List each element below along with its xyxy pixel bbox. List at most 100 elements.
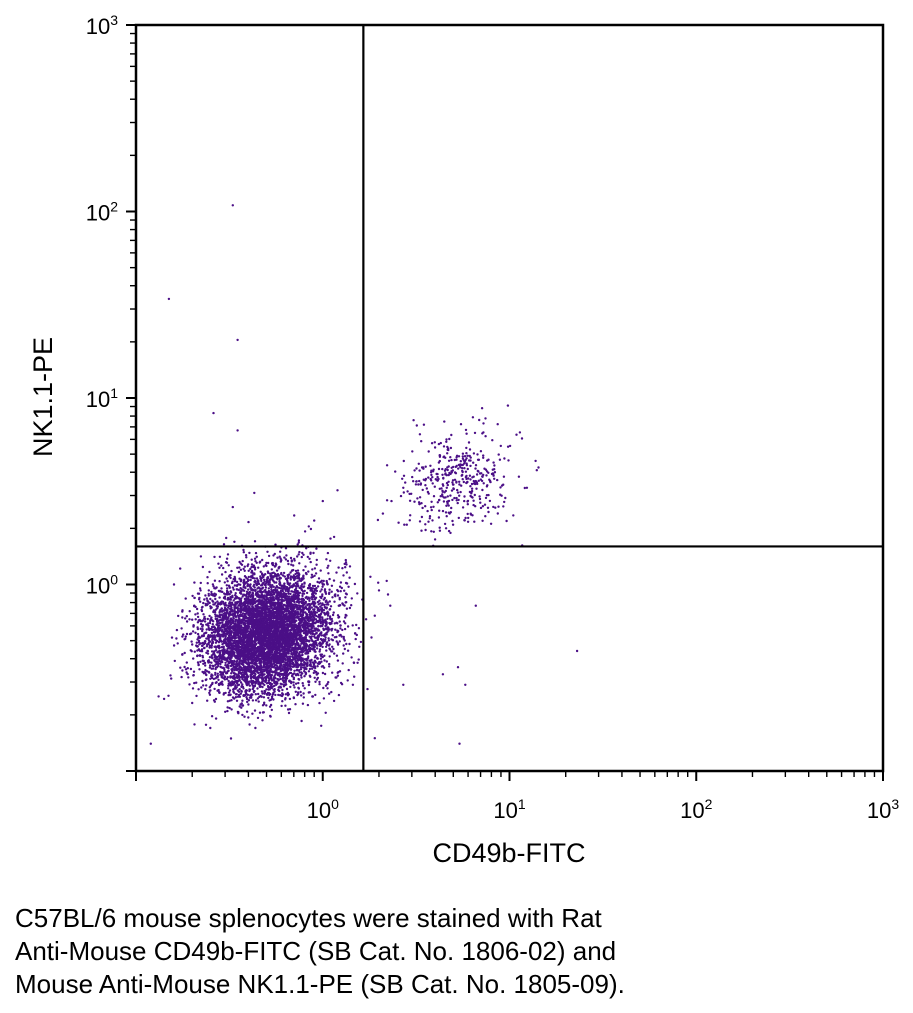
event-point <box>303 623 306 627</box>
event-point <box>297 553 300 556</box>
event-point <box>203 617 206 620</box>
event-point <box>282 610 286 614</box>
event-point <box>221 683 224 686</box>
event-point <box>232 690 235 693</box>
event-point <box>286 574 289 577</box>
event-point <box>315 547 318 550</box>
event-point <box>314 592 317 595</box>
event-point <box>183 665 186 669</box>
event-point <box>255 681 258 684</box>
event-point <box>274 543 277 546</box>
event-point <box>355 633 358 637</box>
event-point <box>227 693 230 697</box>
event-point <box>186 672 189 676</box>
event-point <box>302 621 305 624</box>
event-point <box>243 594 247 597</box>
event-point <box>323 588 327 591</box>
event-point <box>257 566 260 569</box>
event-point <box>282 599 286 602</box>
event-point <box>224 664 227 667</box>
event-point <box>291 642 295 646</box>
event-point <box>198 668 201 671</box>
event-point <box>336 590 340 593</box>
event-point <box>294 690 297 693</box>
event-point <box>225 618 228 621</box>
event-point <box>307 680 310 684</box>
event-point <box>324 645 328 648</box>
event-point <box>219 665 222 668</box>
event-point <box>270 708 273 712</box>
event-point <box>303 667 306 671</box>
event-point <box>195 607 199 611</box>
event-point <box>263 598 266 601</box>
event-point <box>268 705 272 708</box>
event-point <box>292 681 295 684</box>
event-point <box>252 602 255 605</box>
event-point <box>175 637 178 640</box>
event-point <box>278 675 281 678</box>
event-point <box>214 666 218 669</box>
event-point <box>239 568 243 571</box>
event-point <box>207 592 210 596</box>
event-point <box>228 699 231 702</box>
event-point <box>185 661 188 664</box>
event-point <box>296 600 299 603</box>
event-point <box>253 557 257 560</box>
event-point <box>238 623 241 627</box>
event-point <box>208 614 211 618</box>
event-point <box>230 672 233 675</box>
event-point <box>260 695 263 698</box>
event-point <box>309 527 313 531</box>
event-point <box>243 618 246 622</box>
event-point <box>311 595 314 599</box>
event-point <box>355 623 358 627</box>
event-point <box>208 686 211 689</box>
event-point <box>295 575 298 578</box>
event-point <box>247 716 250 719</box>
event-point <box>282 647 285 650</box>
event-point <box>231 586 235 589</box>
event-point <box>255 555 258 558</box>
event-point <box>359 640 363 644</box>
event-point <box>242 679 246 682</box>
event-point <box>250 647 253 650</box>
event-point <box>290 559 293 562</box>
event-point <box>335 676 338 679</box>
event-point <box>325 649 328 652</box>
event-point <box>219 635 222 639</box>
event-point <box>228 601 231 604</box>
event-point <box>313 660 317 663</box>
event-point <box>249 673 252 677</box>
event-point <box>270 697 274 700</box>
event-point <box>342 620 346 623</box>
event-point <box>316 665 319 668</box>
event-point <box>305 667 308 671</box>
event-point <box>206 617 209 621</box>
event-point <box>320 724 323 727</box>
event-point <box>319 613 322 617</box>
event-point <box>261 719 264 722</box>
event-point <box>213 609 216 613</box>
event-point <box>201 628 204 631</box>
event-point <box>270 682 274 686</box>
event-point <box>288 697 292 701</box>
event-point <box>208 664 212 667</box>
event-point <box>213 635 216 638</box>
event-point <box>370 636 373 639</box>
event-point <box>230 569 233 573</box>
event-point <box>194 631 197 634</box>
event-point <box>221 660 224 664</box>
event-point <box>261 674 264 678</box>
event-point <box>214 717 218 720</box>
event-point <box>215 658 219 661</box>
event-point <box>247 703 250 706</box>
event-point <box>229 574 232 577</box>
event-point <box>199 627 202 630</box>
event-point <box>348 642 351 646</box>
event-point <box>316 600 319 604</box>
event-point <box>170 677 173 680</box>
event-point <box>339 633 342 637</box>
event-point <box>185 620 189 623</box>
event-point <box>298 656 302 659</box>
